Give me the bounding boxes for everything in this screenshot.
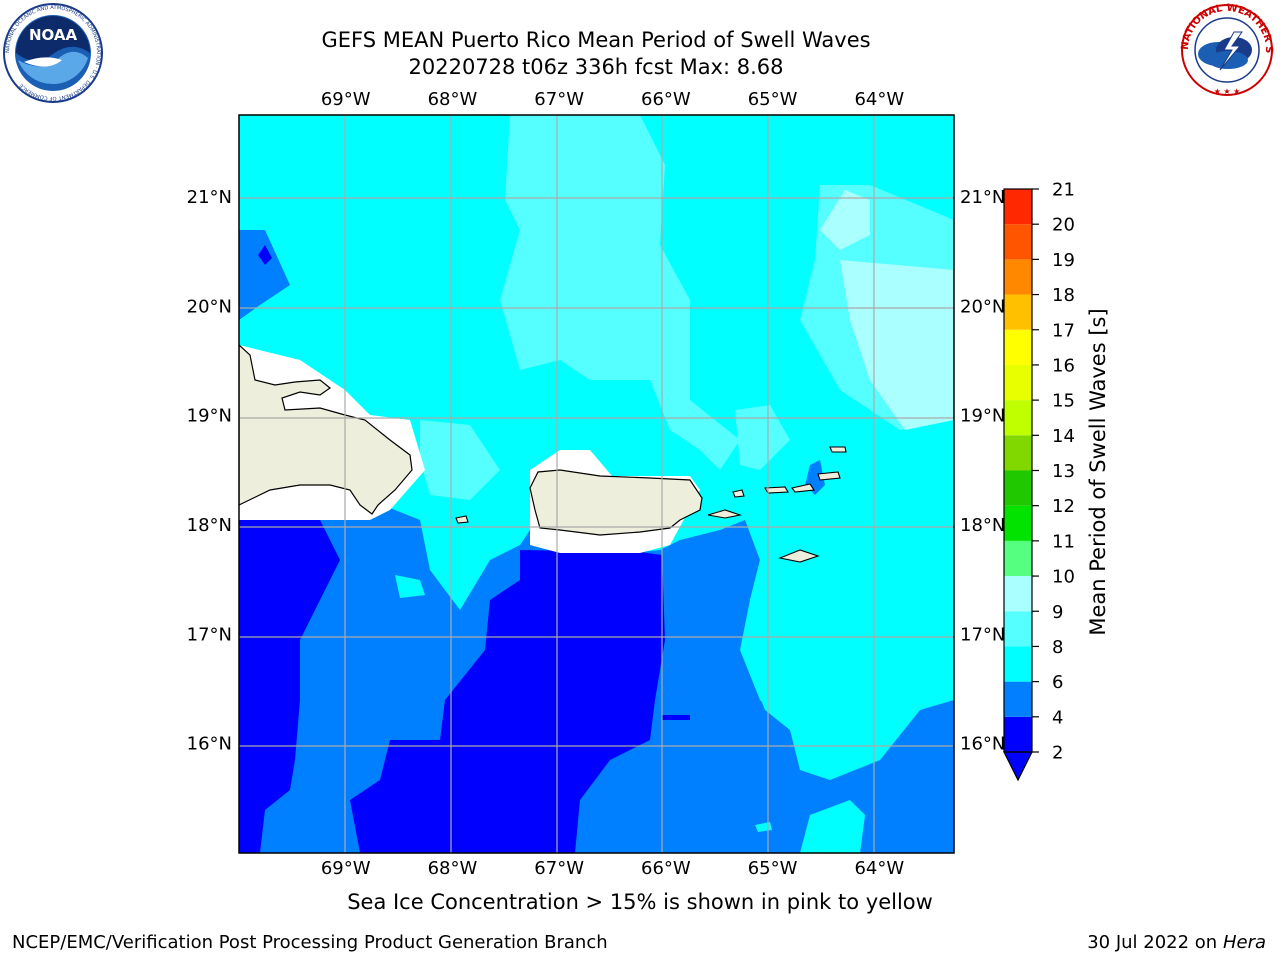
colorbar-tick-label: 6 [1052,672,1063,693]
colorbar-tick-label: 4 [1052,707,1063,728]
colorbar-segment [1004,540,1032,577]
colorbar-tick-label: 12 [1052,496,1075,517]
latitude-tick-label: 17°N [187,624,232,645]
swell-4-6-southeast-patches [395,560,954,853]
longitude-tick-label: 68°W [428,858,478,879]
latitude-tick-label: 19°N [960,406,1005,427]
colorbar-segment [1004,505,1032,541]
colorbar-segment [1004,400,1032,436]
virgin-islands [455,446,847,563]
latitude-tick-label: 19°N [187,406,232,427]
colorbar [1003,188,1033,782]
footer-date-text: 30 Jul 2022 on [1087,932,1218,953]
longitude-tick-label: 66°W [641,858,691,879]
latitude-ticks-left: 21°N 20°N 19°N 18°N 17°N 16°N [187,187,232,755]
longitude-tick-label: 67°W [534,89,584,110]
longitude-tick-label: 68°W [428,89,478,110]
colorbar-segment [1004,716,1032,752]
colorbar-tick-label: 17 [1052,320,1075,341]
latitude-tick-label: 18°N [960,515,1005,536]
hispaniola-land [239,344,413,515]
chart-title: GEFS MEAN Puerto Rico Mean Period of Swe… [321,28,871,52]
colorbar-ticks: 2 4 6 8 9 10 11 12 13 14 15 16 17 18 19 20 21 [1032,180,1075,764]
colorbar-segment [1004,294,1032,330]
longitude-ticks-top: 69°W 68°W 67°W 66°W 65°W 64°W [321,89,904,110]
colorbar-tick-label: 19 [1052,250,1075,271]
footer-credit: NCEP/EMC/Verification Post Processing Pr… [12,932,608,953]
colorbar-segment [1004,470,1032,506]
longitude-ticks-bottom: 69°W 68°W 67°W 66°W 65°W 64°W [321,858,904,879]
colorbar-tick-label: 21 [1052,180,1075,201]
colorbar-segment [1004,364,1032,401]
colorbar-tick-label: 18 [1052,285,1075,306]
colorbar-segment [1004,611,1032,647]
svg-text:NOAA: NOAA [29,26,78,44]
colorbar-label: Mean Period of Swell Waves [s] [1086,308,1110,635]
footer-date: 30 Jul 2022 on Hera [1087,932,1266,953]
latitude-tick-label: 16°N [960,734,1005,755]
colorbar-segment [1004,576,1032,612]
longitude-tick-label: 69°W [321,858,371,879]
colorbar-tick-label: 13 [1052,461,1075,482]
longitude-tick-label: 67°W [534,858,584,879]
colorbar-tick-label: 8 [1052,637,1063,658]
colorbar-tick-label: 14 [1052,426,1075,447]
colorbar-segment [1004,224,1032,260]
colorbar-tick-label: 2 [1052,743,1063,764]
longitude-tick-label: 64°W [854,89,904,110]
latitude-tick-label: 18°N [187,515,232,536]
footer-host: Hera [1222,932,1266,953]
sea-ice-note: Sea Ice Concentration > 15% is shown in … [347,890,933,914]
colorbar-segment [1004,189,1032,225]
chart-subtitle: 20220728 t06z 336h fcst Max: 8.68 [408,55,784,79]
latitude-tick-label: 17°N [960,624,1005,645]
latitude-tick-label: 20°N [960,296,1005,317]
latitude-tick-label: 21°N [960,187,1005,208]
puerto-rico-land [529,469,703,536]
colorbar-tick-label: 16 [1052,355,1075,376]
latitude-tick-label: 21°N [187,187,232,208]
colorbar-segment [1004,646,1032,682]
colorbar-segment [1004,259,1032,295]
map-frame [238,114,955,854]
longitude-tick-label: 69°W [321,89,371,110]
longitude-tick-label: 65°W [748,858,798,879]
latitude-tick-label: 16°N [187,734,232,755]
latitude-ticks-right: 21°N 20°N 19°N 18°N 17°N 16°N [960,187,1005,755]
colorbar-tick-label: 10 [1052,567,1075,588]
colorbar-segment [1004,435,1032,471]
colorbar-segment [1004,681,1032,717]
longitude-tick-label: 65°W [748,89,798,110]
colorbar-tick-label: 20 [1052,215,1075,236]
noaa-logo: NOAA NATIONAL OCEANIC AND ATMOSPHERIC AD… [3,3,103,103]
colorbar-tick-label: 15 [1052,391,1075,412]
swell-below-2-regions [239,245,690,853]
colorbar-extend-min [1003,751,1033,782]
longitude-tick-label: 66°W [641,89,691,110]
swell-8-9-regions [820,190,954,430]
nws-logo: NATIONAL WEATHER SERVICE ★ ★ ★ [1176,2,1274,96]
colorbar-segment [1004,329,1032,365]
colorbar-tick-label: 9 [1052,602,1063,623]
latitude-tick-label: 20°N [187,296,232,317]
map-field [239,115,954,853]
map-gridlines [239,115,954,853]
longitude-tick-label: 64°W [854,858,904,879]
svg-text:★ ★ ★: ★ ★ ★ [1214,87,1241,96]
colorbar-tick-label: 11 [1052,531,1075,552]
